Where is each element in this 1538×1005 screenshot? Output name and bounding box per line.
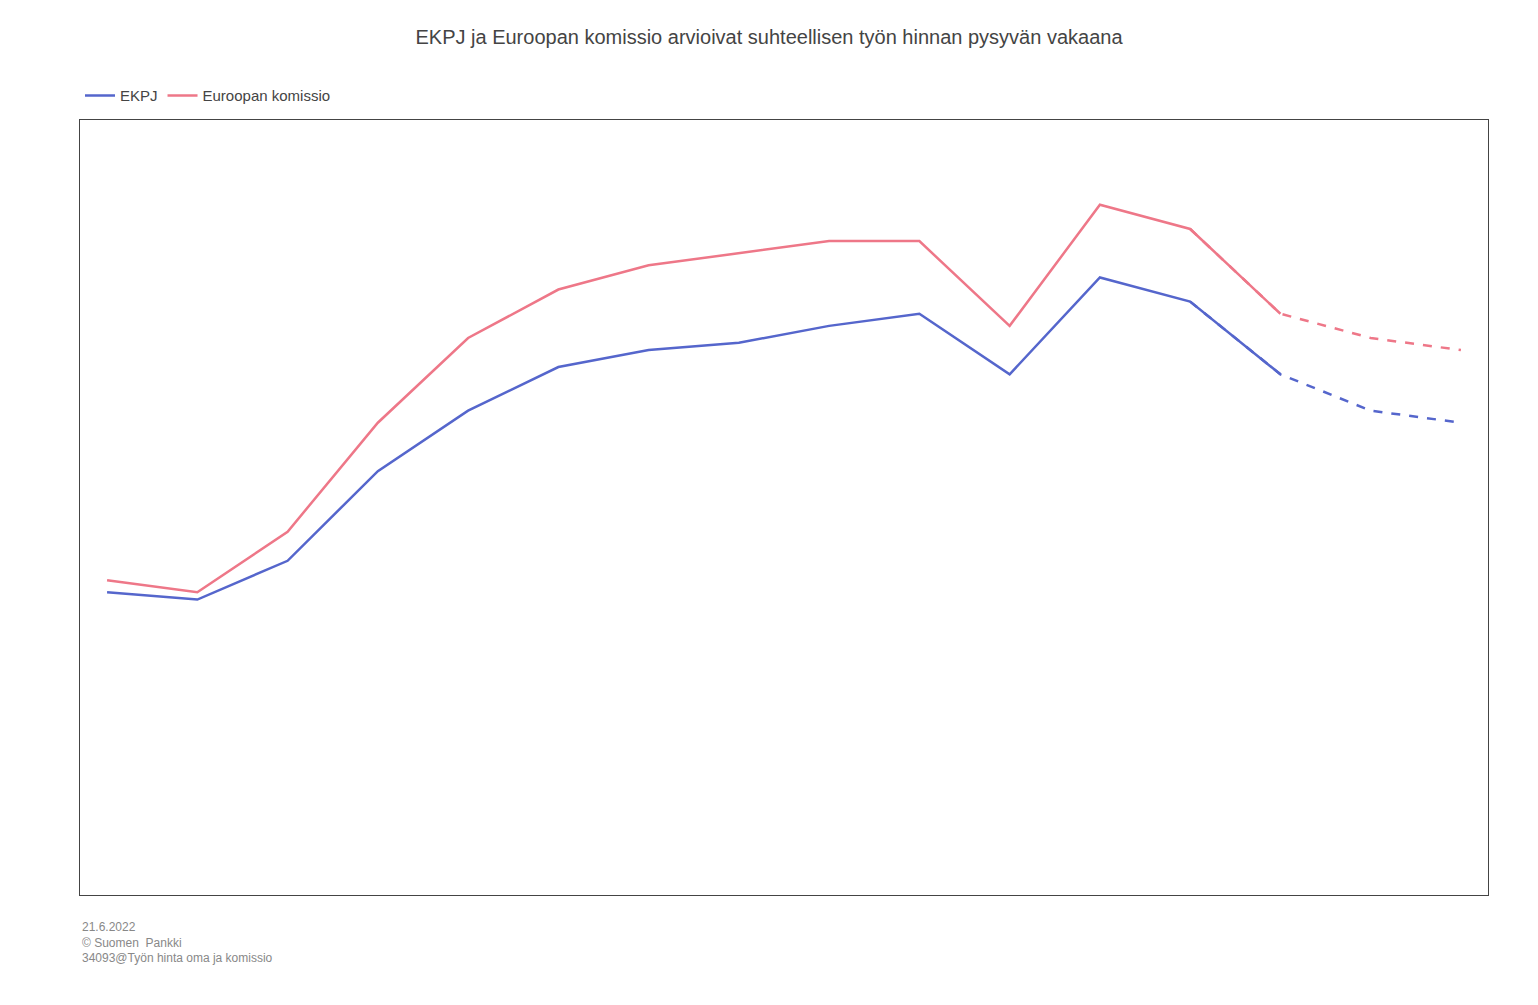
svg-text:Euroopan komissio: Euroopan komissio: [203, 87, 331, 104]
svg-text:EKPJ ja Euroopan komissio arvi: EKPJ ja Euroopan komissio arvioivat suht…: [415, 26, 1123, 48]
svg-text:EKPJ: EKPJ: [120, 87, 158, 104]
svg-text:21.6.2022© Suomen Pankki34093: 21.6.2022© Suomen Pankki34093@Työn hinta…: [82, 920, 273, 965]
